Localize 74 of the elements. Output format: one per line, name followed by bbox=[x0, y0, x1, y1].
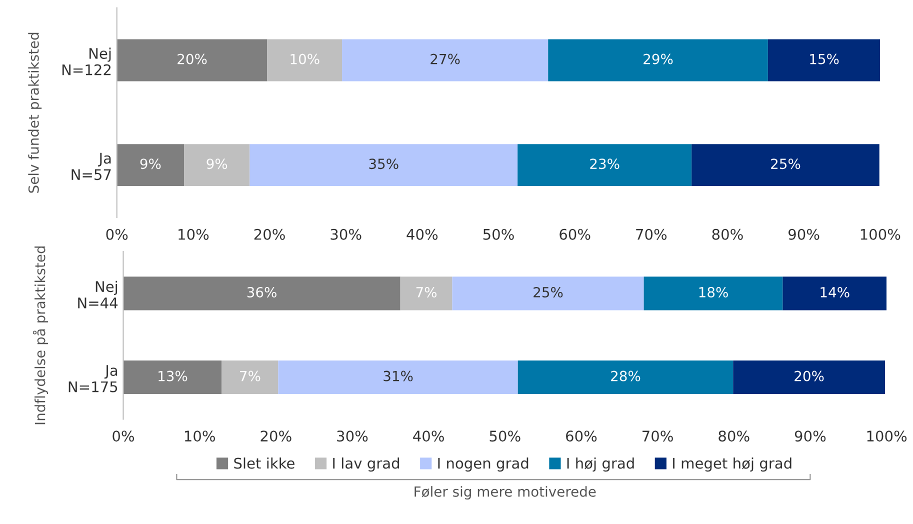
x-tick-label: 20% bbox=[260, 430, 292, 442]
x-tick-label: 30% bbox=[330, 228, 362, 240]
data-label: 31% bbox=[384, 370, 413, 382]
data-label: 18% bbox=[699, 286, 728, 298]
bar bbox=[342, 39, 548, 82]
x-tick-label: 50% bbox=[483, 228, 514, 240]
data-label: 7% bbox=[416, 286, 437, 298]
bar bbox=[644, 276, 783, 310]
y-tick-label: Ja N=57 bbox=[72, 152, 111, 180]
x-tick-label: 10% bbox=[178, 228, 209, 240]
data-label: 27% bbox=[430, 54, 460, 64]
bar bbox=[116, 39, 268, 82]
data-label: 13% bbox=[158, 370, 188, 382]
x-tick-label: 60% bbox=[560, 228, 590, 240]
data-label: 15% bbox=[810, 54, 839, 64]
data-label: 20% bbox=[178, 54, 207, 64]
y-tick-label: Ja N=175 bbox=[68, 365, 118, 392]
bar bbox=[184, 144, 250, 186]
bar bbox=[548, 39, 768, 82]
x-tick-label: 0% bbox=[112, 430, 134, 442]
bar bbox=[782, 276, 887, 310]
legend-label: I høj grad bbox=[567, 457, 634, 472]
data-label: 25% bbox=[771, 158, 800, 170]
data-label: 9% bbox=[140, 158, 161, 170]
data-label: 7% bbox=[240, 370, 260, 382]
bar bbox=[123, 276, 400, 310]
x-axis-title: Føler sig mere motiverede bbox=[414, 486, 596, 500]
x-tick-label: 40% bbox=[413, 430, 444, 442]
x-tick-label: 100% bbox=[867, 430, 907, 442]
x-tick-label: 0% bbox=[106, 228, 128, 240]
x-tick-label: 90% bbox=[794, 430, 826, 442]
bar bbox=[250, 144, 518, 186]
data-label: 29% bbox=[644, 54, 673, 64]
y-axis-title: Indflydelse på praktiksted bbox=[32, 246, 48, 424]
bar bbox=[733, 360, 885, 394]
data-label: 28% bbox=[611, 370, 640, 382]
y-tick-label: Nej N=122 bbox=[62, 48, 111, 76]
bar bbox=[692, 144, 880, 186]
bar bbox=[222, 360, 278, 394]
x-tick-label: 10% bbox=[184, 430, 215, 442]
x-tick-label: 20% bbox=[254, 228, 285, 240]
bar bbox=[518, 144, 692, 186]
y-axis-title: Selv fundet praktiksted bbox=[28, 32, 42, 193]
legend-label: Slet ikke bbox=[234, 457, 294, 469]
x-tick-label: 30% bbox=[337, 430, 368, 442]
bar bbox=[123, 360, 222, 394]
data-label: 25% bbox=[534, 286, 563, 298]
data-label: 9% bbox=[206, 158, 228, 170]
data-label: 10% bbox=[290, 54, 320, 64]
bar bbox=[400, 276, 452, 310]
x-tick-label: 60% bbox=[566, 430, 597, 442]
legend-label: I lav grad bbox=[333, 457, 400, 472]
x-tick-label: 80% bbox=[718, 430, 750, 442]
x-tick-label: 90% bbox=[788, 228, 820, 240]
x-tick-label: 70% bbox=[642, 430, 673, 442]
data-label: 14% bbox=[820, 286, 850, 298]
bar bbox=[518, 360, 734, 394]
data-label: 23% bbox=[590, 158, 620, 170]
x-tick-label: 80% bbox=[712, 228, 743, 240]
bar bbox=[452, 276, 644, 310]
bar bbox=[278, 360, 518, 394]
bar bbox=[116, 144, 184, 186]
bar bbox=[768, 39, 880, 82]
data-label: 36% bbox=[247, 286, 276, 298]
x-tick-label: 70% bbox=[636, 228, 667, 240]
x-tick-label: 40% bbox=[406, 228, 438, 240]
bar bbox=[267, 39, 342, 82]
y-tick-label: Nej N=44 bbox=[78, 280, 118, 308]
x-tick-label: 50% bbox=[490, 430, 520, 442]
data-label: 35% bbox=[369, 158, 398, 170]
x-tick-label: 100% bbox=[860, 228, 900, 240]
legend-label: I meget høj grad bbox=[673, 457, 792, 472]
legend-label: I nogen grad bbox=[438, 457, 528, 472]
data-label: 20% bbox=[794, 370, 824, 382]
